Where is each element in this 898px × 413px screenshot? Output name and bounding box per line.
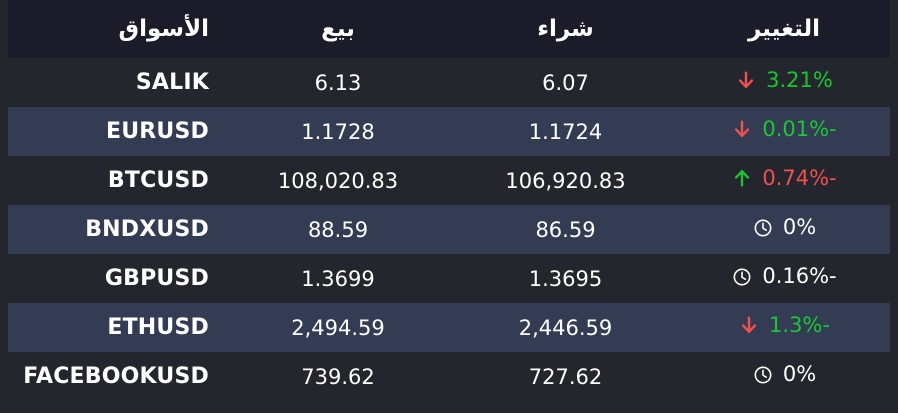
cell-change: 0% — [678, 205, 890, 254]
cell-change: 0.16%- — [678, 254, 890, 303]
clock-icon — [752, 217, 774, 239]
cell-ask: 6.07 — [542, 70, 589, 95]
column-header-ask[interactable]: شراء — [537, 16, 594, 42]
cell-ask: 2,446.59 — [518, 315, 613, 340]
arrow-down-icon — [731, 118, 753, 140]
table-body: 3.21% 6.07 6.13 SALIK 0.01%- 1.1724 1.1728 EURU… — [8, 58, 890, 401]
change-indicator: 0.74%- — [731, 165, 837, 190]
table-row[interactable]: 0.01%- 1.1724 1.1728 EURUSD — [8, 107, 890, 156]
cell-market-name[interactable]: SALIK — [135, 70, 209, 95]
cell-market-name[interactable]: BTCUSD — [107, 168, 209, 193]
clock-icon — [731, 266, 753, 288]
change-indicator: 0% — [752, 364, 816, 386]
table-row[interactable]: 3.21% 6.07 6.13 SALIK — [8, 58, 890, 107]
table-row[interactable]: 0.74%- 106,920.83 108,020.83 BTCUSD — [8, 156, 890, 205]
cell-change: 0.74%- — [678, 156, 890, 205]
arrow-up-icon — [731, 167, 753, 189]
cell-ask: 106,920.83 — [505, 168, 626, 193]
cell-market-name[interactable]: GBPUSD — [104, 266, 209, 291]
cell-bid: 2,494.59 — [291, 315, 385, 340]
cell-ask: 727.62 — [528, 364, 603, 389]
cell-market-name[interactable]: ETHUSD — [107, 315, 209, 340]
cell-bid: 108,020.83 — [277, 168, 399, 193]
cell-bid: 88.59 — [307, 217, 369, 242]
cell-change: 1.3%- — [678, 303, 890, 352]
change-value: 0% — [782, 362, 817, 386]
change-indicator: 3.21% — [735, 69, 833, 91]
cell-bid: 6.13 — [314, 70, 362, 95]
change-value: 0.16%- — [762, 264, 837, 288]
table-header: التغيير شراء بيع الأسواق — [8, 0, 890, 58]
change-value: 0% — [782, 215, 817, 239]
cell-bid: 1.1728 — [301, 119, 375, 144]
arrow-down-icon — [738, 314, 760, 336]
header-row: التغيير شراء بيع الأسواق — [8, 0, 890, 58]
table-row[interactable]: 0% 86.59 88.59 BNDXUSD — [8, 205, 890, 254]
cell-ask: 1.1724 — [528, 119, 603, 144]
cell-ask: 86.59 — [535, 217, 596, 242]
table-row[interactable]: 0% 727.62 739.62 FACEBOOKUSD — [8, 352, 890, 401]
change-value: 0.74%- — [762, 165, 837, 190]
change-value: 3.21% — [766, 67, 833, 92]
column-header-change[interactable]: التغيير — [748, 16, 820, 42]
cell-bid: 1.3699 — [301, 266, 375, 291]
cell-ask: 1.3695 — [528, 266, 603, 291]
table-row[interactable]: 0.16%- 1.3695 1.3699 GBPUSD — [8, 254, 890, 303]
cell-change: 0% — [678, 352, 890, 401]
cell-change: 3.21% — [678, 58, 890, 107]
change-value: 1.3%- — [769, 312, 830, 337]
column-header-bid[interactable]: بيع — [321, 16, 355, 42]
table-row[interactable]: 1.3%- 2,446.59 2,494.59 ETHUSD — [8, 303, 890, 352]
change-value: 0.01%- — [762, 116, 837, 141]
change-indicator: 0.01%- — [731, 116, 837, 141]
market-quotes-table: التغيير شراء بيع الأسواق 3.21% 6.07 6.13 SA… — [8, 0, 890, 401]
column-header-markets[interactable]: الأسواق — [118, 16, 210, 42]
cell-bid: 739.62 — [301, 364, 375, 389]
cell-change: 0.01%- — [678, 107, 890, 156]
cell-market-name[interactable]: FACEBOOKUSD — [23, 364, 209, 389]
cell-market-name[interactable]: BNDXUSD — [85, 217, 209, 242]
cell-market-name[interactable]: EURUSD — [105, 119, 209, 144]
change-indicator: 0% — [752, 217, 816, 239]
arrow-down-icon — [735, 69, 757, 91]
clock-icon — [752, 364, 774, 386]
change-indicator: 1.3%- — [738, 314, 830, 336]
change-indicator: 0.16%- — [731, 264, 837, 288]
